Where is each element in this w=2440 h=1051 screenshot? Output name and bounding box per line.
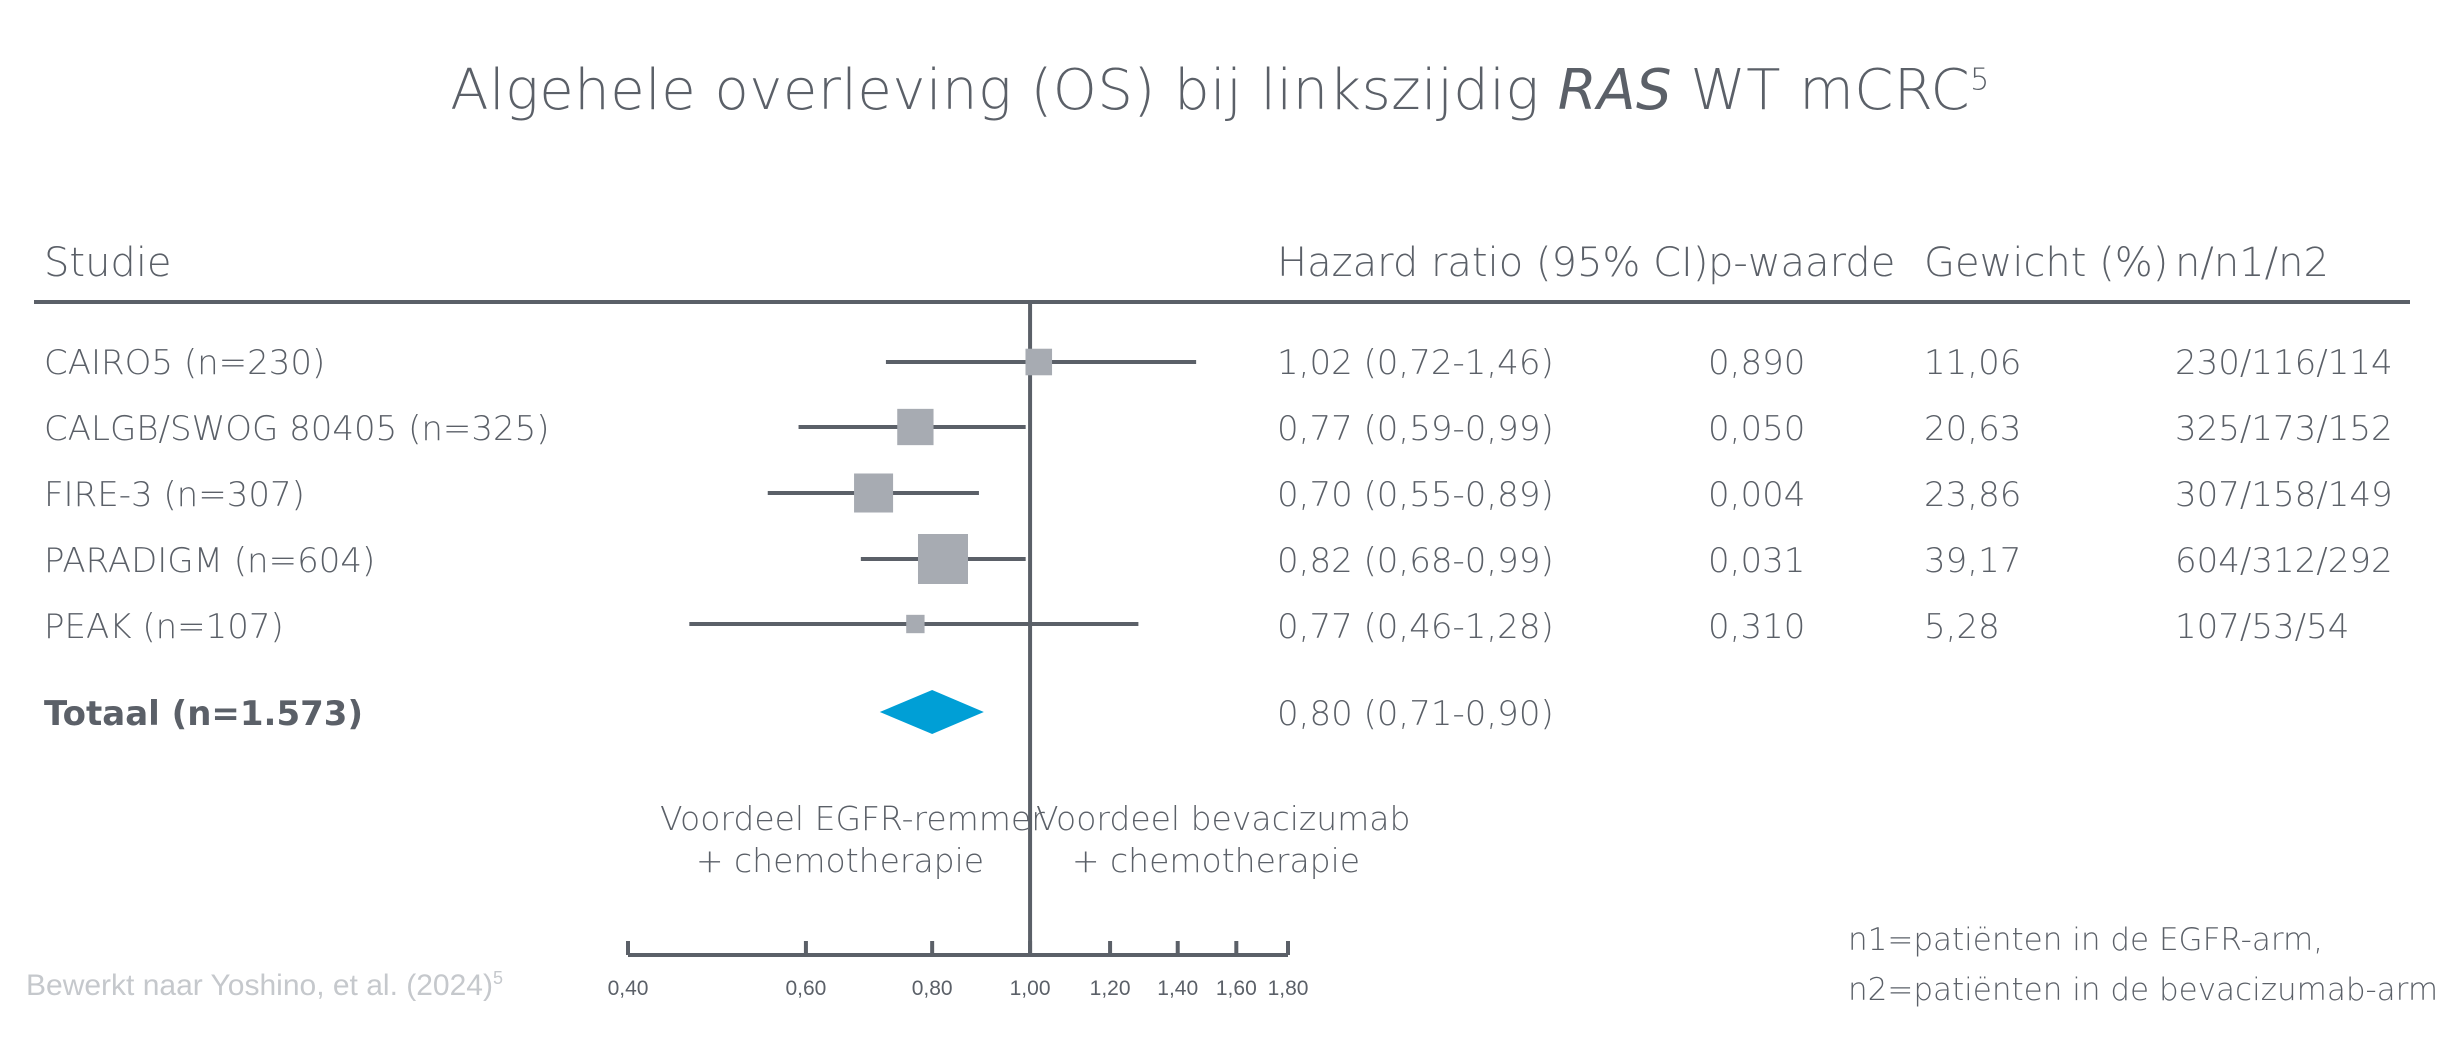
header-n: n/n1/n2 [2175,240,2329,286]
weight-value: 23,86 [1924,475,2022,515]
p-value: 0,310 [1708,607,1806,647]
title-superscript: 5 [1970,62,1990,98]
study-label: CAIRO5 (n=230) [44,343,326,383]
title-italic: RAS [1557,58,1673,123]
p-value: 0,890 [1708,343,1806,383]
x-axis-tick-label: 0,40 [608,977,649,1000]
chart-title: Algehele overleving (OS) bij linkszijdig… [0,58,2440,123]
title-text-end: WT mCRC [1672,58,1971,123]
hr-value: 0,82 (0,68-0,99) [1277,541,1554,581]
n-value: 107/53/54 [2175,607,2350,647]
favours-right-label: Voordeel bevacizumab + chemotherapie [1036,798,1411,882]
footnote-line1: n1=patiënten in de EGFR-arm, [1848,922,2324,958]
hr-value: 1,02 (0,72-1,46) [1277,343,1554,383]
hr-value: 0,70 (0,55-0,89) [1277,475,1554,515]
study-marker [917,534,968,584]
n-value: 604/312/292 [2175,541,2393,581]
source-citation: Bewerkt naar Yoshino, et al. (2024)5 [26,968,503,1003]
n-value: 307/158/149 [2175,475,2393,515]
source-text: Bewerkt naar Yoshino, et al. (2024) [26,969,493,1002]
hr-value: 0,77 (0,46-1,28) [1277,607,1554,647]
weight-value: 11,06 [1924,343,2022,383]
total-label: Totaal (n=1.573) [44,694,363,734]
footnote: n1=patiënten in de EGFR-arm, n2=patiënte… [1848,915,2438,1015]
header-p-value: p-waarde [1708,240,1896,286]
pooled-diamond [879,690,984,734]
header-divider [34,300,2410,304]
x-axis-tick-label: 0,60 [785,977,826,1000]
weight-value: 20,63 [1924,409,2022,449]
study-marker [906,614,925,634]
hr-value: 0,77 (0,59-0,99) [1277,409,1554,449]
favours-left-line2: + chemotherapie [695,841,985,880]
footnote-line2: n2=patiënten in de bevacizumab-arm [1848,972,2439,1008]
study-marker [854,473,894,513]
source-superscript: 5 [492,968,503,988]
x-axis-tick-label: 1,80 [1268,977,1309,1000]
total-hr-value: 0,80 (0,71-0,90) [1277,694,1554,734]
favours-left-line1: Voordeel EGFR-remmer [660,799,1045,838]
title-text: Algehele overleving (OS) bij linkszijdig [450,58,1558,123]
study-label: FIRE-3 (n=307) [44,475,305,515]
p-value: 0,031 [1708,541,1806,581]
x-axis-tick-label: 1,00 [1010,977,1051,1000]
n-value: 325/173/152 [2175,409,2393,449]
study-label: CALGB/SWOG 80405 (n=325) [44,409,550,449]
study-label: PEAK (n=107) [44,607,284,647]
weight-value: 39,17 [1924,541,2022,581]
weight-value: 5,28 [1924,607,2000,647]
header-hazard-ratio: Hazard ratio (95% CI) [1277,240,1709,286]
favours-right-line2: + chemotherapie [1071,841,1361,880]
study-marker [1025,348,1053,376]
favours-left-label: Voordeel EGFR-remmer + chemotherapie [660,798,1045,882]
favours-right-line1: Voordeel bevacizumab [1036,799,1411,838]
study-label: PARADIGM (n=604) [44,541,376,581]
n-value: 230/116/114 [2175,343,2393,383]
x-axis-tick-label: 1,40 [1157,977,1198,1000]
p-value: 0,004 [1708,475,1806,515]
header-weight: Gewicht (%) [1924,240,2169,286]
x-axis-tick-label: 1,60 [1216,977,1257,1000]
header-study: Studie [44,240,172,286]
p-value: 0,050 [1708,409,1806,449]
x-axis-tick-label: 0,80 [912,977,953,1000]
study-marker [897,408,934,446]
x-axis-tick-label: 1,20 [1090,977,1131,1000]
